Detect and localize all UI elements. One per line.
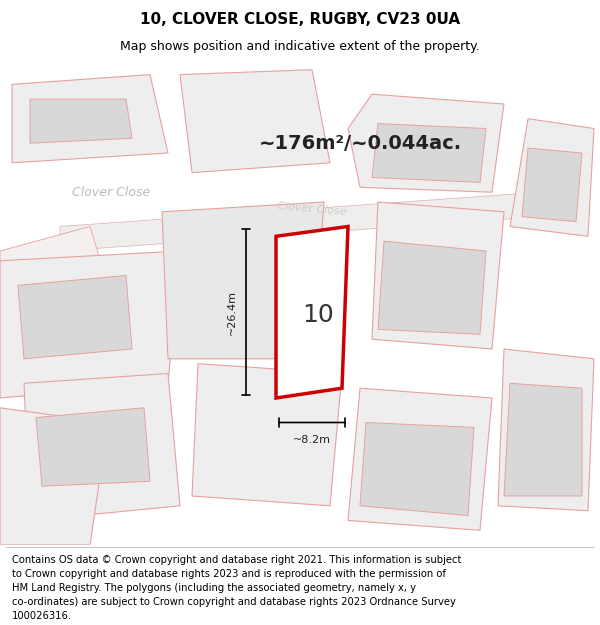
Text: ~26.4m: ~26.4m [227,290,237,335]
Text: Contains OS data © Crown copyright and database right 2021. This information is : Contains OS data © Crown copyright and d… [12,554,461,564]
Polygon shape [522,148,582,222]
Text: ~8.2m: ~8.2m [293,435,331,445]
Text: Map shows position and indicative extent of the property.: Map shows position and indicative extent… [120,39,480,52]
Polygon shape [180,70,330,173]
Text: co-ordinates) are subject to Crown copyright and database rights 2023 Ordnance S: co-ordinates) are subject to Crown copyr… [12,597,456,607]
Polygon shape [30,99,132,143]
Polygon shape [498,349,594,511]
Polygon shape [192,364,342,506]
Polygon shape [12,74,168,162]
Text: 10: 10 [302,302,334,327]
Polygon shape [0,226,120,349]
Text: 10, CLOVER CLOSE, RUGBY, CV23 0UA: 10, CLOVER CLOSE, RUGBY, CV23 0UA [140,12,460,27]
Polygon shape [276,226,348,398]
Polygon shape [162,202,324,359]
Polygon shape [18,276,132,359]
Text: Clover Close: Clover Close [277,201,347,217]
Text: 100026316.: 100026316. [12,611,72,621]
Polygon shape [24,374,180,521]
Polygon shape [372,124,486,182]
Polygon shape [60,192,540,251]
Polygon shape [348,94,504,192]
Polygon shape [504,383,582,496]
Text: ~176m²/~0.044ac.: ~176m²/~0.044ac. [259,134,461,152]
Text: HM Land Registry. The polygons (including the associated geometry, namely x, y: HM Land Registry. The polygons (includin… [12,582,416,592]
Polygon shape [348,388,492,530]
Polygon shape [36,408,150,486]
Text: to Crown copyright and database rights 2023 and is reproduced with the permissio: to Crown copyright and database rights 2… [12,569,446,579]
Polygon shape [0,251,180,398]
Polygon shape [378,241,486,334]
Polygon shape [372,202,504,349]
Polygon shape [360,422,474,516]
Polygon shape [0,408,108,545]
Text: Clover Close: Clover Close [72,186,150,199]
Polygon shape [510,119,594,236]
